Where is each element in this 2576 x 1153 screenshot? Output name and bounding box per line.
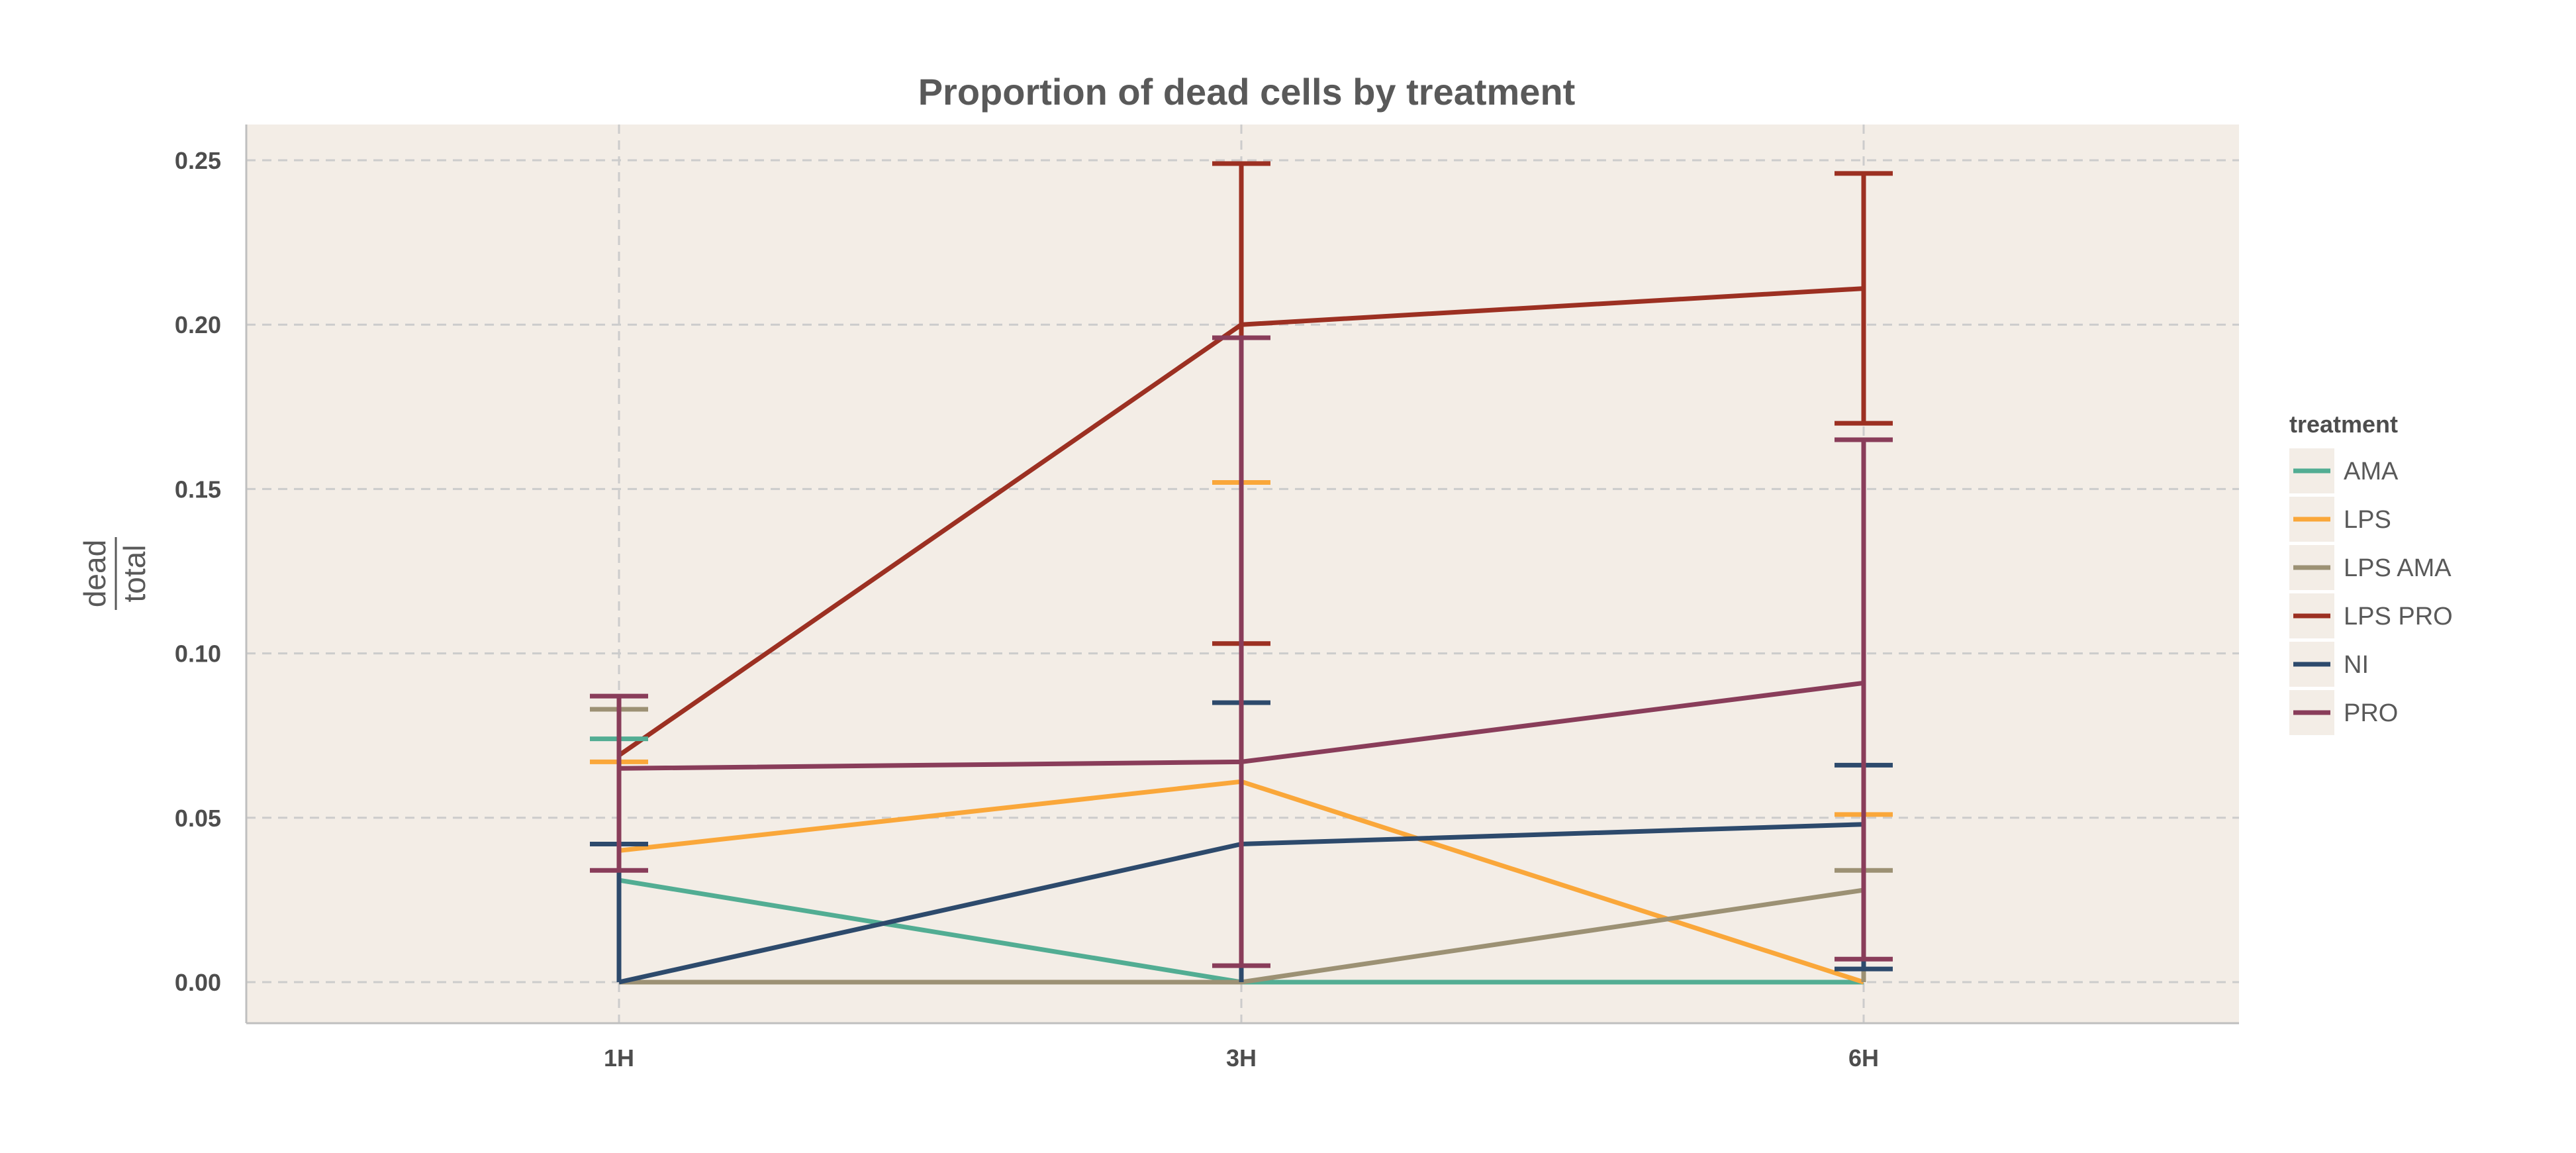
legend-label-ama: AMA bbox=[2344, 458, 2399, 485]
legend-label-lps-ama: LPS AMA bbox=[2344, 554, 2452, 582]
chart-title: Proportion of dead cells by treatment bbox=[918, 71, 1576, 113]
y-tick-label: 0.15 bbox=[175, 476, 221, 503]
error-bars-layer bbox=[590, 161, 1893, 982]
legend-label-ni: NI bbox=[2344, 651, 2369, 679]
x-tick-label: 3H bbox=[1226, 1044, 1257, 1072]
y-axis-label-denominator: total bbox=[117, 545, 152, 603]
legend-items: AMA LPS LPS AMA LPS PRO NI PRO bbox=[2289, 448, 2453, 735]
legend-label-lps-pro: LPS PRO bbox=[2344, 603, 2453, 630]
legend-title: treatment bbox=[2289, 411, 2398, 438]
legend-label-pro: PRO bbox=[2344, 699, 2398, 727]
legend: treatment AMA LPS LPS AMA LPS PRO NI PRO bbox=[2289, 411, 2453, 735]
legend-item-pro: PRO bbox=[2289, 690, 2398, 735]
legend-item-lps-pro: LPS PRO bbox=[2289, 593, 2453, 638]
legend-item-ama: AMA bbox=[2289, 448, 2399, 493]
y-axis-label: dead total bbox=[77, 537, 152, 610]
y-tick-label: 0.05 bbox=[175, 805, 221, 832]
y-tick-label: 0.10 bbox=[175, 640, 221, 668]
y-tick-labels: 0.00 0.05 0.10 0.15 0.20 0.25 bbox=[175, 147, 221, 996]
legend-label-lps: LPS bbox=[2344, 506, 2391, 534]
legend-item-ni: NI bbox=[2289, 642, 2369, 687]
y-axis-label-numerator: dead bbox=[77, 540, 112, 607]
x-tick-label: 1H bbox=[604, 1044, 634, 1072]
y-tick-label: 0.20 bbox=[175, 311, 221, 338]
x-tick-label: 6H bbox=[1848, 1044, 1879, 1072]
y-tick-label: 0.00 bbox=[175, 969, 221, 996]
legend-item-lps-ama: LPS AMA bbox=[2289, 545, 2452, 590]
x-tick-labels: 1H 3H 6H bbox=[604, 1044, 1879, 1072]
y-tick-label: 0.25 bbox=[175, 147, 221, 174]
legend-item-lps: LPS bbox=[2289, 497, 2391, 542]
